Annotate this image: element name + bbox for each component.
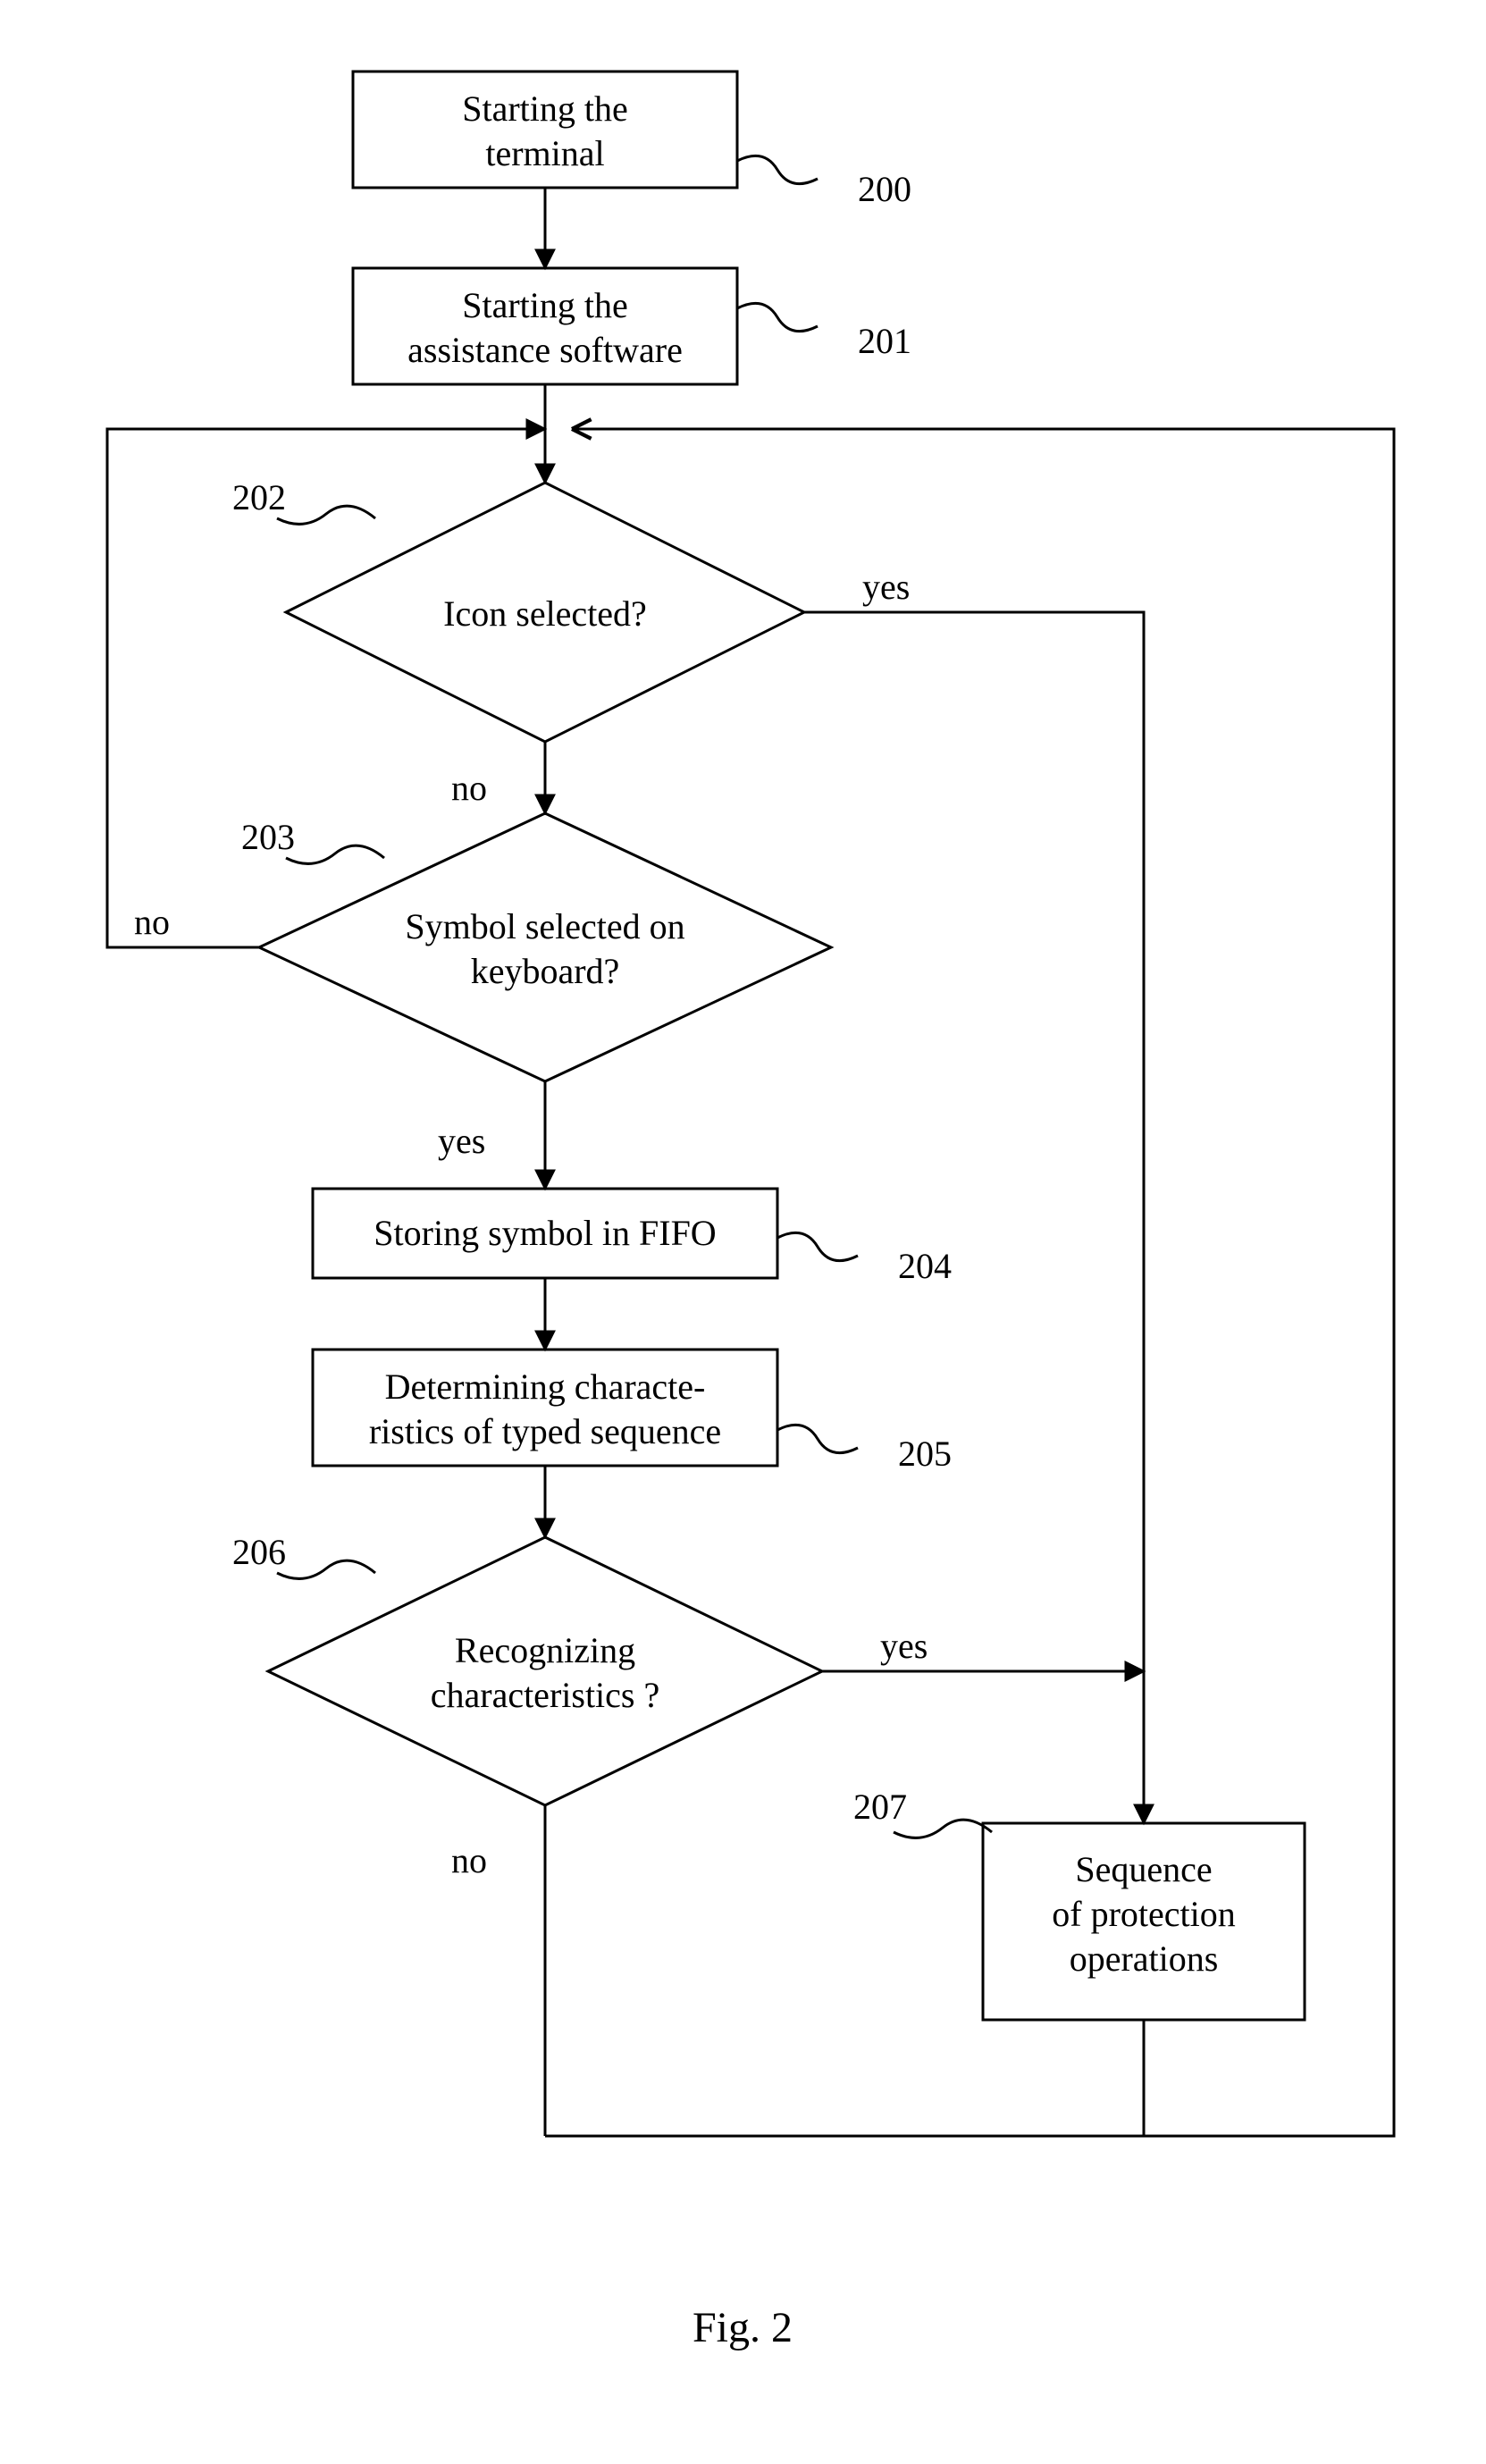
node-202-line1: Icon selected? xyxy=(443,593,647,634)
node-206-line1: Recognizing xyxy=(455,1630,635,1670)
node-203-line2: keyboard? xyxy=(471,951,620,991)
edge-203-no-label: no xyxy=(134,902,170,942)
node-207-line2: of protection xyxy=(1052,1894,1236,1934)
ref-203: 203 xyxy=(241,817,295,857)
ref-205: 205 xyxy=(898,1434,952,1474)
node-204: Storing symbol in FIFO 204 xyxy=(313,1189,952,1286)
node-205-line2: ristics of typed sequence xyxy=(369,1411,721,1451)
node-203-line1: Symbol selected on xyxy=(405,906,684,946)
ref-200: 200 xyxy=(858,169,911,209)
edge-202-207 xyxy=(804,612,1144,1823)
node-201-line1: Starting the xyxy=(462,285,628,325)
edge-203-yes-label: yes xyxy=(438,1121,485,1161)
node-200-line1: Starting the xyxy=(462,88,628,129)
node-200-line2: terminal xyxy=(485,133,604,173)
node-203: Symbol selected on keyboard? 203 xyxy=(241,813,831,1081)
node-201: Starting the assistance software 201 xyxy=(353,268,911,384)
caption: Fig. 2 xyxy=(693,2304,793,2351)
node-205: Determining characte- ristics of typed s… xyxy=(313,1350,952,1474)
node-202: Icon selected? 202 xyxy=(232,477,804,742)
node-207-line3: operations xyxy=(1070,1938,1219,1979)
edge-206-yes-label: yes xyxy=(880,1626,928,1666)
node-207: Sequence of protection operations 207 xyxy=(853,1787,1305,2020)
ref-202: 202 xyxy=(232,477,286,517)
edge-206-no-label: no xyxy=(451,1840,487,1880)
ref-204: 204 xyxy=(898,1246,952,1286)
node-205-line1: Determining characte- xyxy=(385,1367,706,1407)
edge-202-yes-label: yes xyxy=(862,567,910,607)
edge-202-no-label: no xyxy=(451,768,487,808)
ref-207: 207 xyxy=(853,1787,907,1827)
node-200: Starting the terminal 200 xyxy=(353,71,911,209)
node-207-line1: Sequence xyxy=(1075,1849,1212,1889)
node-206: Recognizing characteristics ? 206 xyxy=(232,1532,822,1805)
node-206-line2: characteristics ? xyxy=(431,1675,660,1715)
ref-206: 206 xyxy=(232,1532,286,1572)
node-201-line2: assistance software xyxy=(407,330,683,370)
node-204-line1: Storing symbol in FIFO xyxy=(374,1213,716,1253)
ref-201: 201 xyxy=(858,321,911,361)
